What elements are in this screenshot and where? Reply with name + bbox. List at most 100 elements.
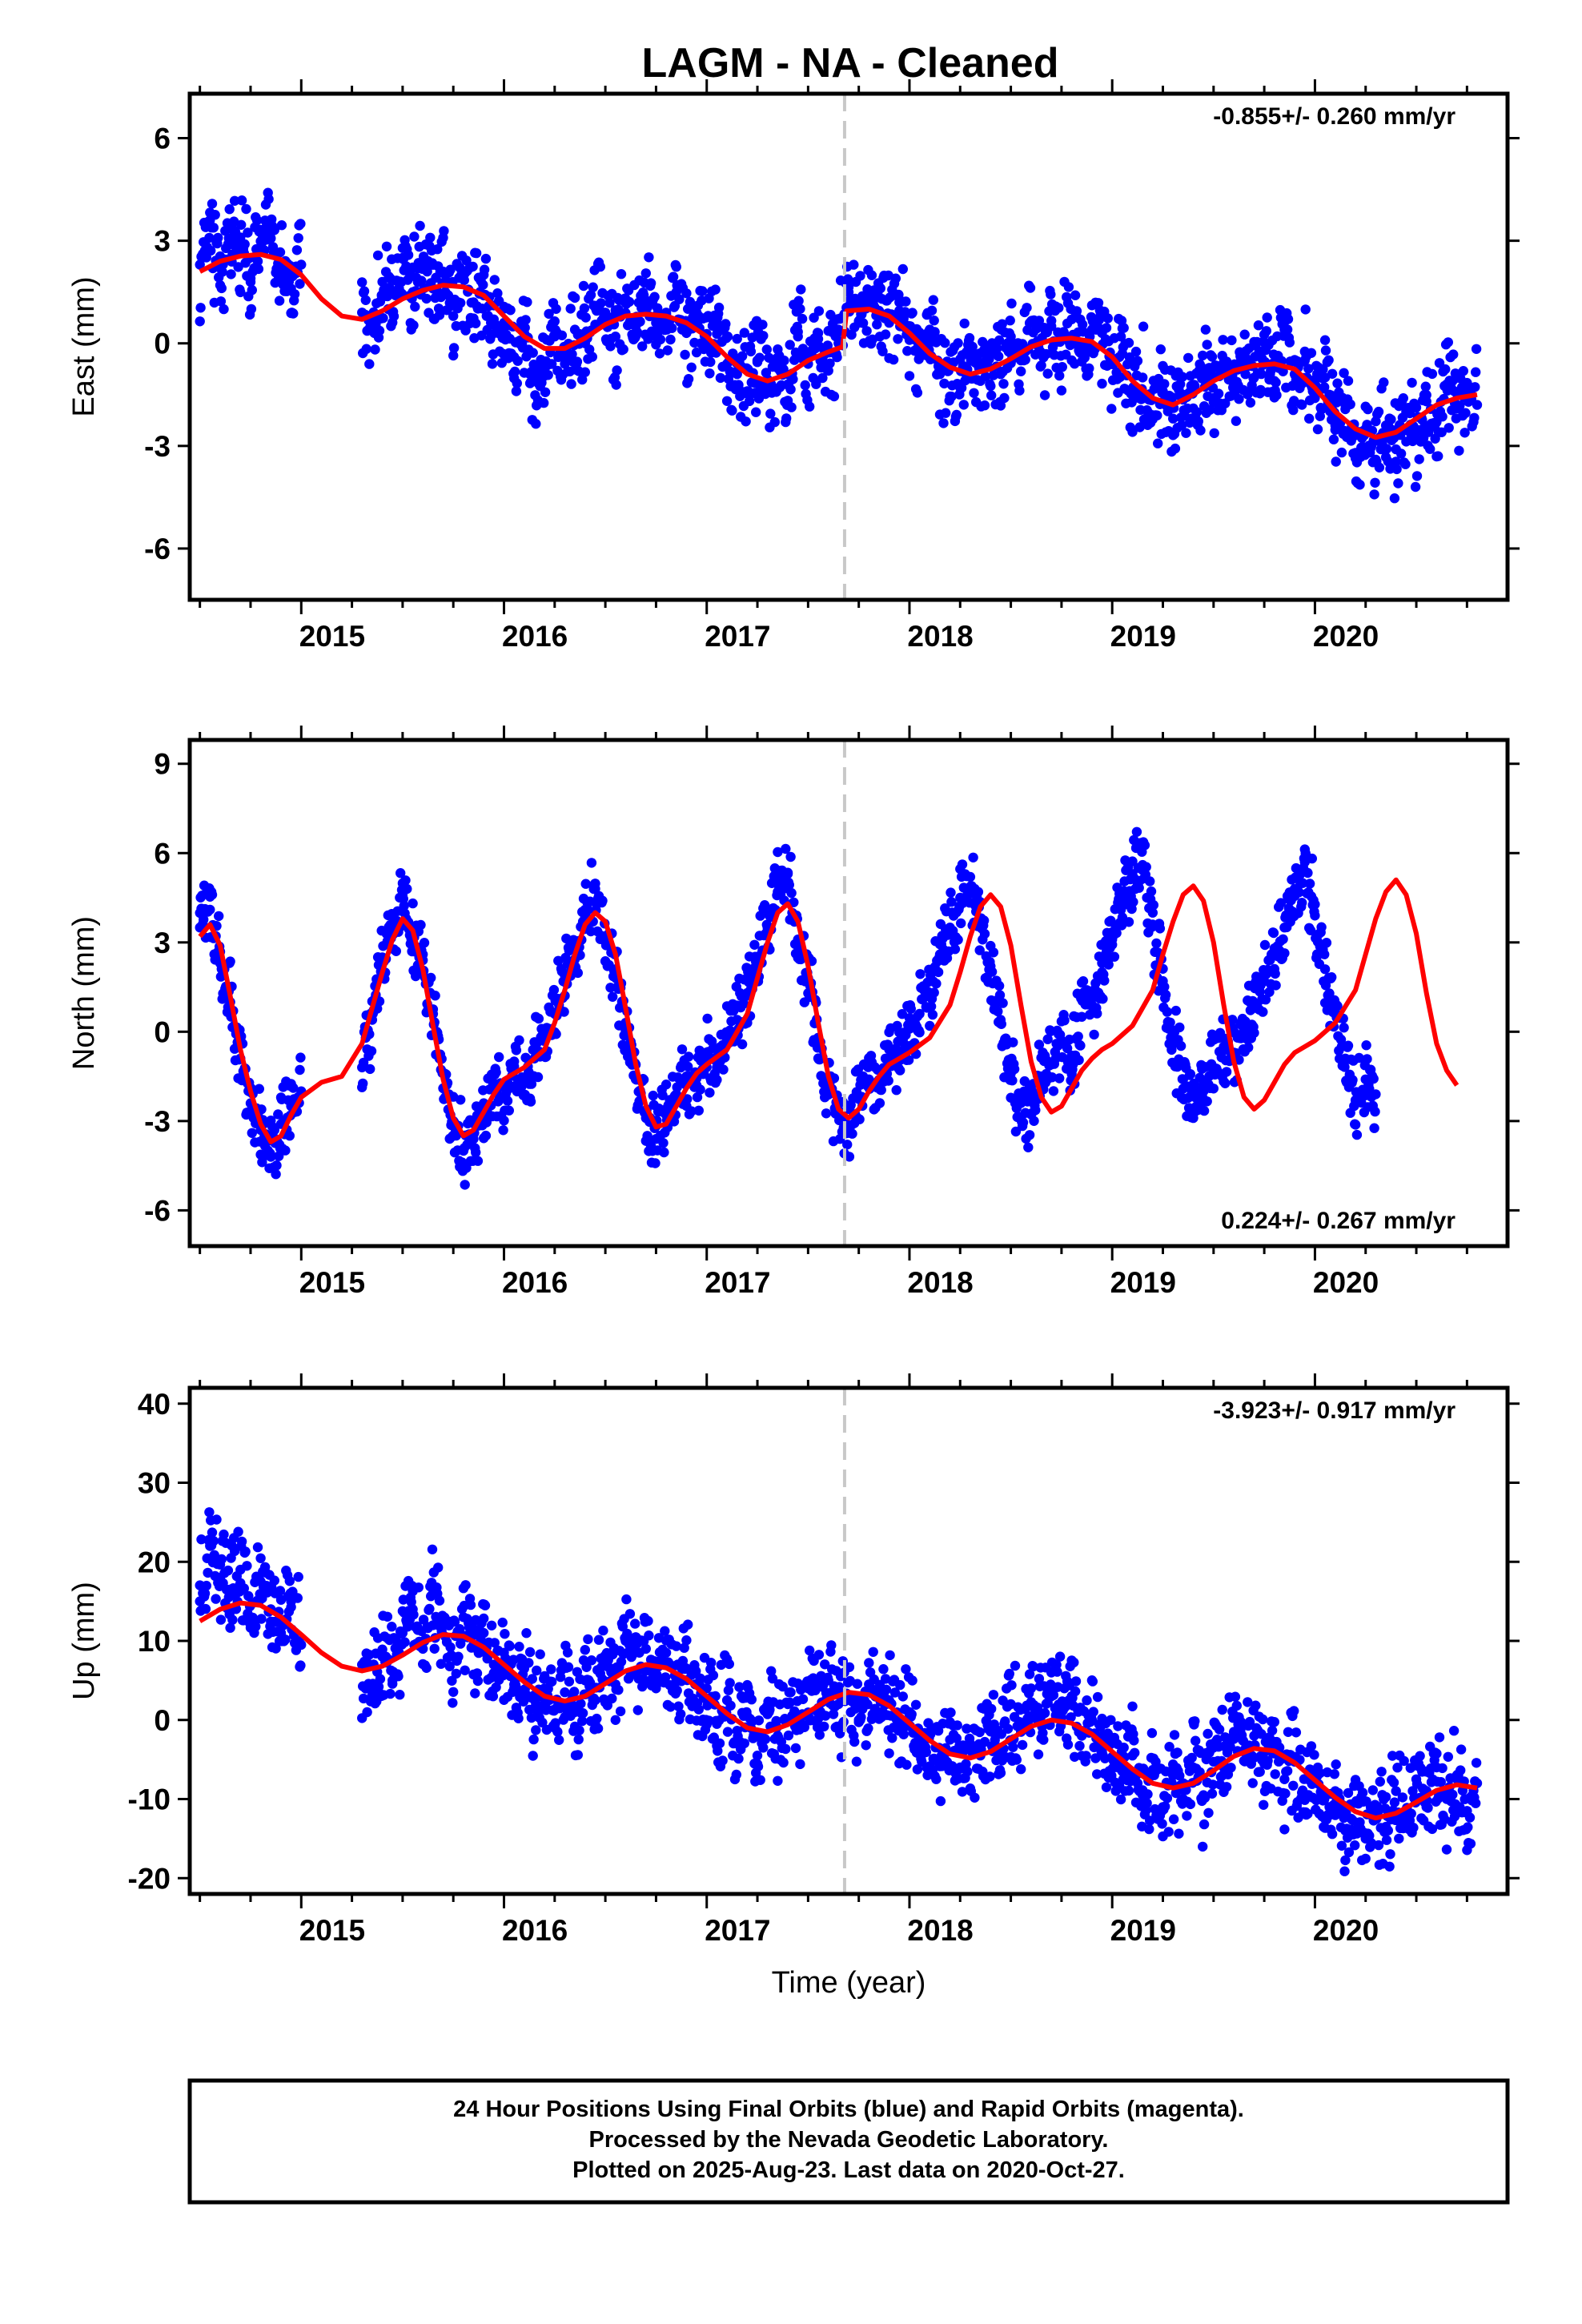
observation-point <box>1026 1095 1037 1106</box>
data-point <box>1303 867 1313 879</box>
data-point <box>1284 337 1295 348</box>
observation-point <box>569 324 580 335</box>
data-point <box>225 1622 235 1633</box>
data-point <box>1193 416 1204 427</box>
observation-point <box>762 383 773 393</box>
data-point <box>1390 0 1399 5</box>
data-point <box>1403 0 1412 5</box>
data-point <box>478 279 488 290</box>
observation-point <box>782 379 793 390</box>
data-point <box>1174 1022 1185 1033</box>
data-point <box>1445 0 1455 5</box>
data-point <box>480 1600 491 1610</box>
data-point <box>1428 0 1438 5</box>
observation-point <box>1401 0 1411 5</box>
data-point <box>1245 397 1256 408</box>
data-point <box>199 1588 211 1598</box>
data-point <box>1377 0 1387 5</box>
observation-point <box>1371 1089 1381 1100</box>
data-point <box>1416 0 1426 5</box>
data-point <box>820 1711 831 1721</box>
data-point <box>528 1734 539 1745</box>
data-point <box>1109 951 1120 962</box>
data-point <box>1010 1126 1022 1137</box>
data-point <box>1425 444 1435 454</box>
data-point <box>1387 0 1397 5</box>
data-point <box>1446 0 1456 5</box>
data-point <box>400 875 411 886</box>
data-point <box>439 226 449 236</box>
data-point <box>1029 1116 1039 1127</box>
observation-point <box>1249 1003 1259 1013</box>
data-point <box>1425 0 1435 5</box>
data-point <box>795 304 805 314</box>
data-point <box>246 304 257 315</box>
data-point <box>472 1156 484 1166</box>
data-point <box>914 1027 925 1038</box>
data-point <box>1471 344 1482 354</box>
data-point <box>1101 1782 1112 1792</box>
data-point <box>683 1061 693 1072</box>
data-point <box>890 273 901 283</box>
data-point <box>1373 0 1383 5</box>
data-point <box>429 1643 440 1654</box>
observation-point <box>1016 1112 1026 1124</box>
data-point <box>1033 1749 1044 1759</box>
data-point <box>986 390 997 400</box>
data-point <box>994 351 1004 362</box>
data-point <box>360 295 371 305</box>
data-point <box>284 1576 295 1586</box>
data-point <box>926 1001 937 1012</box>
data-point <box>288 1083 299 1093</box>
data-point <box>489 1638 500 1648</box>
data-point <box>796 284 806 295</box>
data-point <box>1142 1798 1152 1808</box>
data-point <box>1014 385 1025 396</box>
data-point <box>585 290 596 300</box>
data-point <box>601 939 612 951</box>
observation-point <box>1208 1065 1219 1076</box>
data-point <box>247 1128 257 1139</box>
data-point <box>1354 1052 1364 1063</box>
data-point <box>723 1685 734 1695</box>
data-point <box>408 320 419 331</box>
observation-point <box>1006 332 1016 342</box>
data-point <box>447 1675 457 1686</box>
data-point <box>1016 1764 1026 1775</box>
data-point <box>691 1666 701 1676</box>
data-point <box>926 305 938 316</box>
data-point <box>1054 1073 1065 1084</box>
observation-point <box>995 1015 1006 1025</box>
data-point <box>1275 898 1287 908</box>
data-point <box>1435 0 1444 5</box>
data-point <box>1443 0 1452 5</box>
data-point <box>1066 1712 1076 1723</box>
data-point <box>939 378 950 389</box>
observation-point <box>965 352 976 362</box>
observation-point <box>397 890 408 900</box>
data-point <box>1364 1084 1375 1094</box>
data-point <box>897 263 909 275</box>
x-tick-label: 2015 <box>299 1266 365 1299</box>
data-point <box>1165 1017 1175 1028</box>
data-point <box>1227 1015 1238 1025</box>
x-tick-label: 2020 <box>1313 620 1379 653</box>
data-point <box>409 231 420 242</box>
observation-point <box>1422 0 1431 5</box>
data-point <box>1393 478 1403 489</box>
observation-point <box>1086 999 1098 1011</box>
data-point <box>781 843 791 854</box>
data-point <box>196 1534 207 1545</box>
observation-point <box>681 1071 692 1082</box>
data-point <box>488 1691 499 1702</box>
observation-point <box>1340 400 1351 410</box>
data-point <box>236 219 247 230</box>
data-point <box>673 1701 684 1711</box>
data-point <box>789 1706 800 1716</box>
data-point <box>979 1736 990 1747</box>
data-point <box>1326 390 1336 400</box>
y-tick-label: 3 <box>154 225 171 258</box>
data-point <box>988 947 999 958</box>
data-point <box>767 1673 778 1684</box>
observation-point <box>1036 348 1046 359</box>
